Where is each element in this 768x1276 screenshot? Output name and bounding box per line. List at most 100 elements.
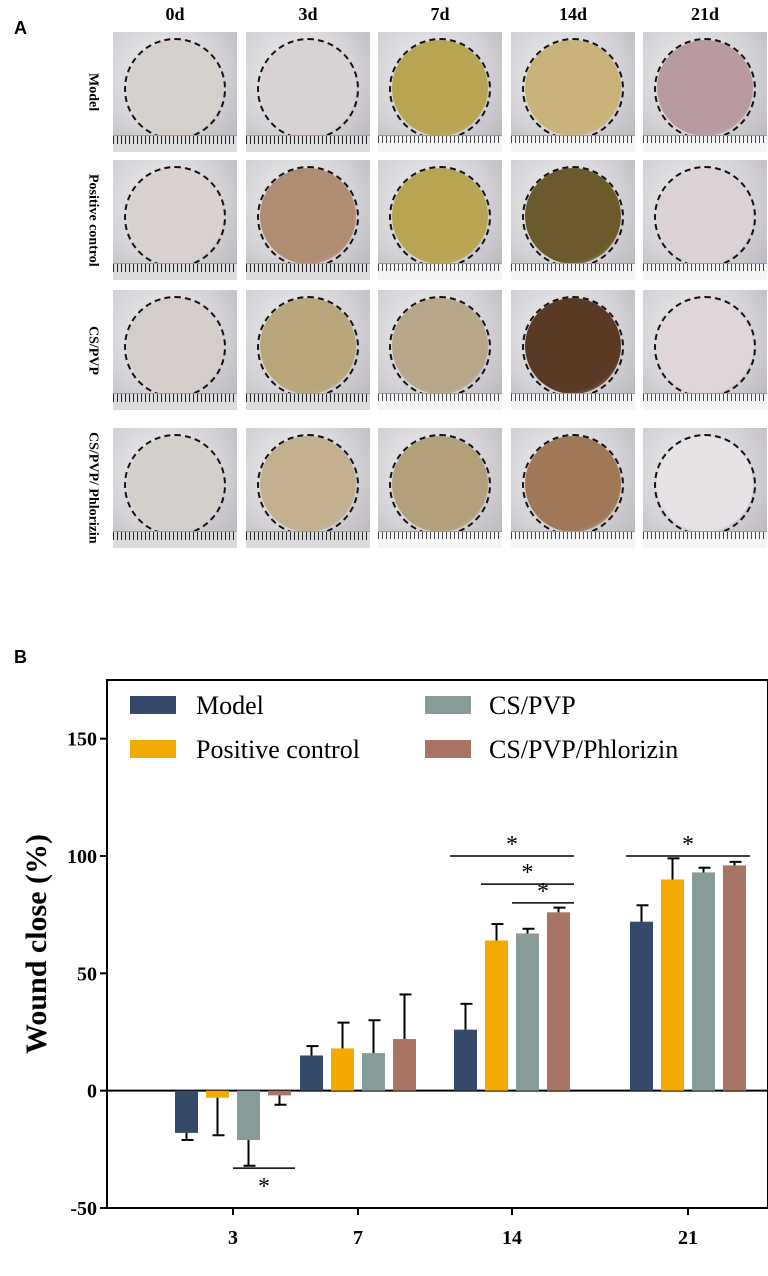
dashed-circle-marker (257, 166, 359, 268)
ruler-scale (113, 263, 237, 280)
bar-cs-pvp-phlorizin (268, 1090, 291, 1096)
significance-star: * (537, 879, 549, 905)
bar-positive-control (206, 1090, 229, 1098)
column-label-7d: 7d (430, 4, 450, 24)
wound-photo (246, 290, 370, 410)
x-tick-label: 21 (678, 1227, 698, 1249)
ruler-scale (378, 263, 502, 280)
dashed-circle-marker (389, 166, 491, 268)
bar-cs-pvp-phlorizin (393, 1039, 416, 1091)
bar-cs-pvp (516, 933, 539, 1091)
row-label-4: CS/PVP/ Phlorizin (80, 428, 106, 548)
wound-photo (511, 428, 635, 548)
wound-photo (246, 160, 370, 280)
column-label-21d: 21d (690, 4, 719, 24)
ruler-scale (511, 263, 635, 280)
legend-label: Model (196, 691, 264, 720)
row-label-3: CS/PVP (80, 290, 106, 410)
dashed-circle-marker (389, 38, 491, 140)
significance-star: * (258, 1174, 270, 1200)
ruler-scale (643, 531, 767, 548)
dashed-circle-marker (522, 166, 624, 268)
dashed-circle-marker (389, 434, 491, 536)
dashed-circle-marker (522, 38, 624, 140)
bar-cs-pvp (237, 1090, 260, 1140)
wound-photo (643, 32, 767, 152)
ruler-scale (246, 135, 370, 152)
bar-model (454, 1029, 477, 1091)
ruler-scale (246, 531, 370, 548)
legend-swatch (425, 740, 471, 758)
wound-photo (246, 428, 370, 548)
dashed-circle-marker (522, 296, 624, 398)
ruler-scale (246, 263, 370, 280)
wound-photo (511, 160, 635, 280)
wound-photo (246, 32, 370, 152)
bar-positive-control (485, 940, 508, 1091)
bar-model (630, 921, 653, 1091)
x-tick-label: 14 (502, 1227, 522, 1249)
wound-photo (378, 290, 502, 410)
wound-photo (113, 32, 237, 152)
row-label-text: CS/PVP/ Phlorizin (85, 432, 101, 544)
ruler-scale (643, 135, 767, 152)
y-tick-label: 150 (67, 729, 97, 751)
legend-swatch (130, 696, 176, 714)
plot-frame (106, 679, 768, 1209)
dashed-circle-marker (654, 296, 756, 398)
row-label-text: Positive control (85, 173, 101, 267)
wound-photo (113, 160, 237, 280)
x-tick-label: 3 (228, 1227, 238, 1249)
ruler-scale (246, 393, 370, 410)
significance-star: * (522, 860, 534, 886)
ruler-scale (511, 531, 635, 548)
legend-swatch (425, 696, 471, 714)
ruler-scale (511, 135, 635, 152)
dashed-circle-marker (124, 296, 226, 398)
bar-cs-pvp (362, 1053, 385, 1091)
x-tick-label: 7 (353, 1227, 363, 1249)
y-tick-label: 50 (77, 963, 97, 985)
bar-positive-control (331, 1048, 354, 1091)
wound-photo (378, 32, 502, 152)
ruler-scale (113, 531, 237, 548)
y-tick-label: 0 (87, 1081, 97, 1103)
dashed-circle-marker (124, 166, 226, 268)
dashed-circle-marker (654, 434, 756, 536)
dashed-circle-marker (389, 296, 491, 398)
column-label-14d: 14d (558, 4, 587, 24)
dashed-circle-marker (124, 434, 226, 536)
panel-a-letter: A (14, 18, 27, 38)
significance-star: * (682, 832, 694, 858)
wound-photo (643, 160, 767, 280)
wound-photo (378, 160, 502, 280)
bar-model (300, 1055, 323, 1091)
column-label-0d: 0d (165, 4, 185, 24)
dashed-circle-marker (124, 38, 226, 140)
dashed-circle-marker (654, 166, 756, 268)
bar-cs-pvp-phlorizin (547, 912, 570, 1091)
row-label-1: Model (80, 32, 106, 152)
y-axis-label: Wound close (%) (20, 834, 53, 1054)
dashed-circle-marker (257, 434, 359, 536)
legend-label: Positive control (196, 735, 360, 764)
row-label-text: Model (85, 72, 101, 112)
dashed-circle-marker (654, 38, 756, 140)
ruler-scale (113, 135, 237, 152)
wound-photo (378, 428, 502, 548)
dashed-circle-marker (257, 38, 359, 140)
y-tick-label: 100 (67, 846, 97, 868)
bar-model (175, 1090, 198, 1133)
legend-label: CS/PVP (489, 691, 576, 720)
wound-photo (113, 290, 237, 410)
bar-cs-pvp-phlorizin (723, 865, 746, 1091)
ruler-scale (378, 393, 502, 410)
ruler-scale (511, 393, 635, 410)
panel-b-letter: B (14, 647, 27, 667)
bar-cs-pvp (692, 872, 715, 1091)
wound-photo (511, 32, 635, 152)
wound-photo (511, 290, 635, 410)
ruler-scale (113, 393, 237, 410)
legend-label: CS/PVP/Phlorizin (489, 735, 678, 764)
